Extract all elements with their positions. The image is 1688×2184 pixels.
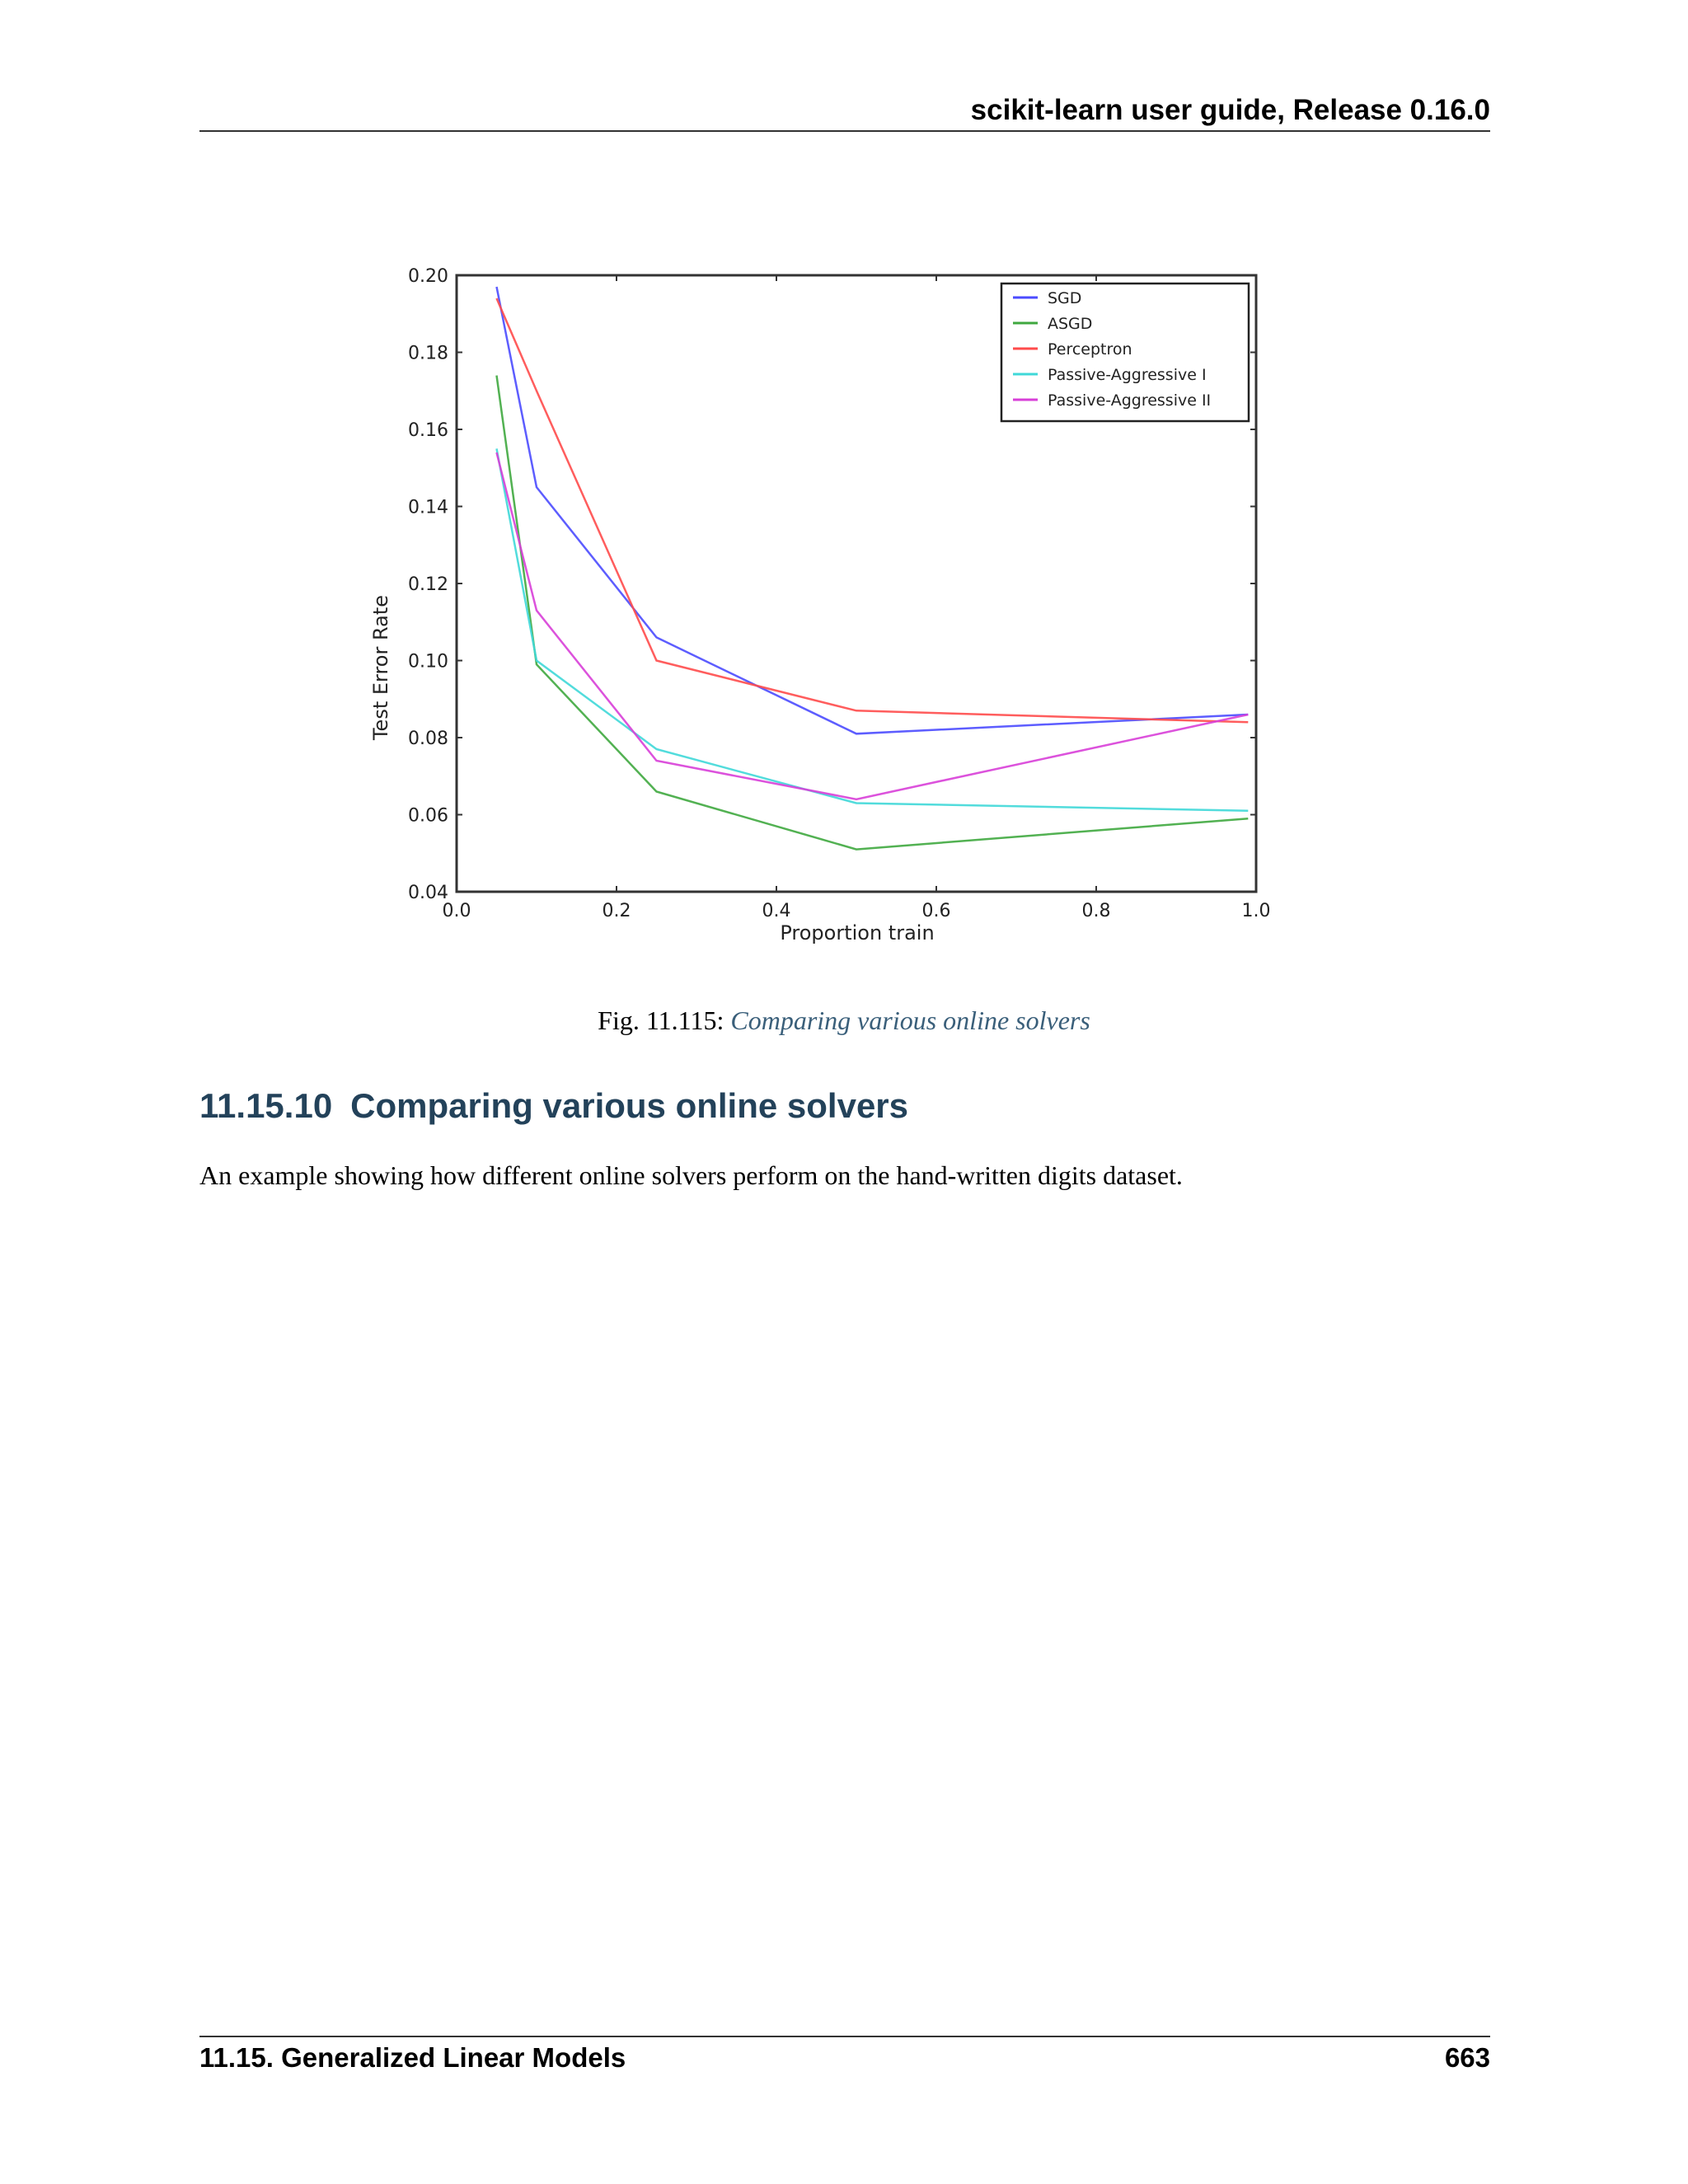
caption-prefix: Fig. 11.115: <box>598 1005 731 1035</box>
series-line-perceptron <box>495 298 1249 724</box>
x-tick-label: 0.6 <box>922 901 951 921</box>
legend-label: Perceptron <box>1048 340 1132 359</box>
y-tick-label: 0.06 <box>408 806 448 827</box>
y-tick-label: 0.20 <box>408 266 448 287</box>
series-line-sgd <box>495 286 1249 735</box>
x-tick-label: 0.2 <box>603 901 631 921</box>
section-title: Comparing various online solvers <box>350 1086 909 1125</box>
legend-label: ASGD <box>1048 315 1092 333</box>
error-rate-line-chart: 0.0 0.2 0.4 0.6 0.8 1.0 0.04 0.06 0.08 0.10 0.12 0.… <box>369 266 1271 944</box>
legend-label: Passive-Aggressive II <box>1048 391 1211 410</box>
y-tick-label: 0.12 <box>408 574 448 595</box>
y-tick-label: 0.18 <box>408 344 448 364</box>
section-number: 11.15.10 <box>199 1086 333 1125</box>
running-header: scikit-learn user guide, Release 0.16.0 <box>970 94 1490 126</box>
y-tick-label: 0.10 <box>408 652 448 673</box>
y-tick-label: 0.04 <box>408 883 448 903</box>
series-line-passive-aggressive-i <box>495 448 1249 813</box>
header-rule <box>199 130 1490 132</box>
x-tick-label: 0.4 <box>762 901 791 921</box>
section-body-text: An example showing how different online … <box>199 1160 1183 1190</box>
page-number: 663 <box>1444 2042 1490 2073</box>
figure-caption: Fig. 11.115: Comparing various online so… <box>0 1005 1688 1036</box>
series-line-asgd <box>495 375 1249 851</box>
x-tick-label: 0.0 <box>443 901 471 921</box>
caption-link[interactable]: Comparing various online solvers <box>730 1005 1090 1035</box>
legend-box <box>1000 282 1250 423</box>
footer-chapter-title: 11.15. Generalized Linear Models <box>199 2042 626 2073</box>
y-tick-label: 0.14 <box>408 498 448 518</box>
x-tick-label: 1.0 <box>1242 901 1271 921</box>
y-axis-label: Test Error Rate <box>369 595 392 741</box>
footer-rule <box>199 2036 1490 2037</box>
y-tick-label: 0.16 <box>408 420 448 441</box>
series-line-passive-aggressive-ii <box>495 452 1249 801</box>
legend-label: Passive-Aggressive I <box>1048 366 1207 384</box>
x-axis-label: Proportion train <box>780 921 934 944</box>
section-heading: 11.15.10 Comparing various online solvers <box>199 1086 908 1126</box>
y-tick-label: 0.08 <box>408 729 448 749</box>
legend-label: SGD <box>1048 289 1081 307</box>
x-tick-label: 0.8 <box>1082 901 1111 921</box>
